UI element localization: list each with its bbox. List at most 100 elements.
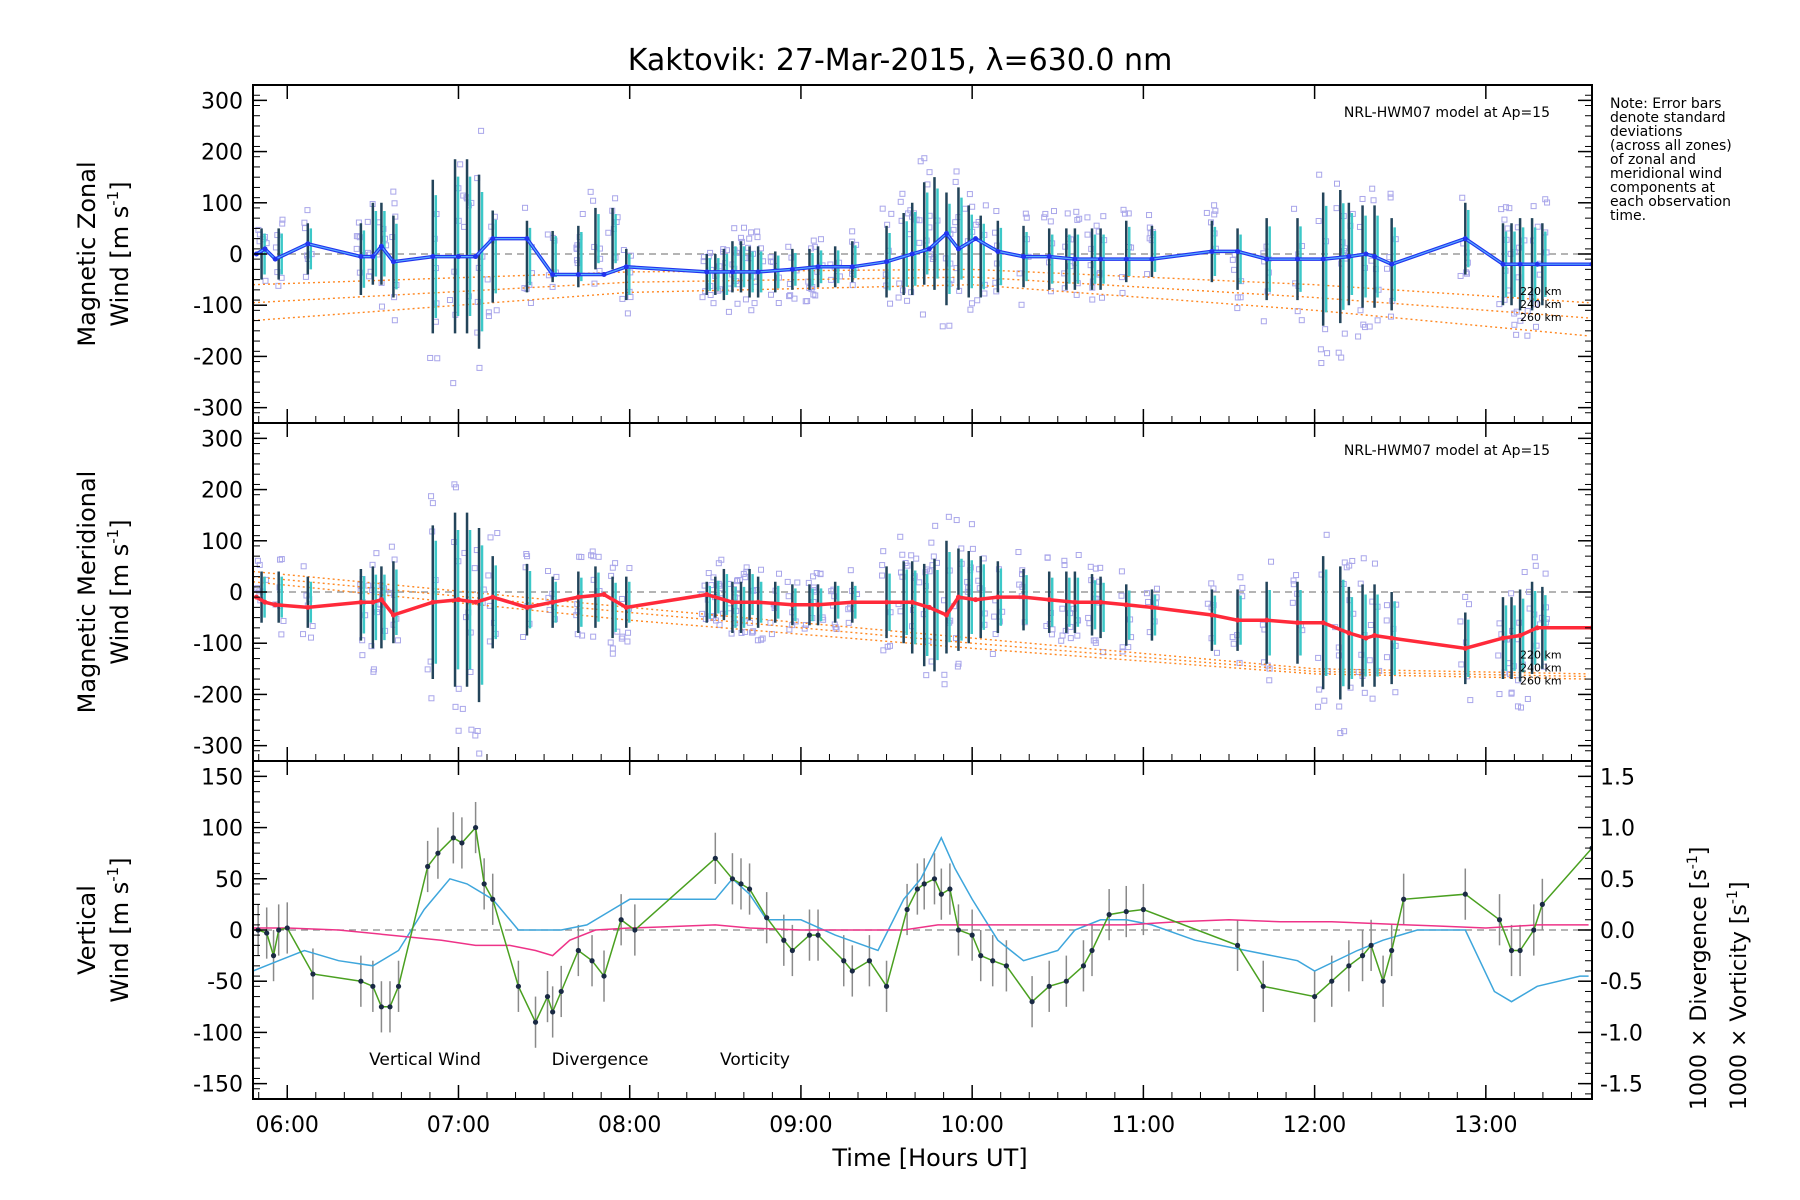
vertical-wind-point xyxy=(378,1004,385,1010)
zone-point xyxy=(590,633,597,640)
zone-point xyxy=(1259,621,1266,628)
zone-point xyxy=(279,220,286,227)
zone-point xyxy=(1337,730,1344,737)
zone-point xyxy=(468,726,475,733)
zone-point xyxy=(1508,590,1515,597)
zone-point xyxy=(952,178,959,185)
zone-point xyxy=(428,493,435,500)
zone-point xyxy=(897,608,904,615)
zone-scatter xyxy=(254,481,1550,757)
mean-wind-point xyxy=(262,599,268,605)
error-bars xyxy=(260,159,1547,349)
zone-point xyxy=(1298,317,1305,324)
zone-point xyxy=(388,543,395,550)
zone-point xyxy=(522,204,529,211)
y-axis-label-line1: Vertical xyxy=(73,885,101,975)
zone-point xyxy=(1118,274,1125,281)
zone-point xyxy=(1144,271,1151,278)
x-tick-label: 13:00 xyxy=(1454,1113,1517,1138)
y-axis-label-line1: Magnetic Meridional xyxy=(73,471,101,714)
zone-point xyxy=(767,619,774,626)
zone-point xyxy=(884,643,891,650)
zone-point xyxy=(810,237,817,244)
x-tick-label: 10:00 xyxy=(940,1113,1003,1138)
mean-wind-point xyxy=(430,254,436,260)
zone-point xyxy=(953,517,960,524)
zone-point xyxy=(969,545,976,552)
vertical-wind-point xyxy=(931,876,938,882)
mean-wind-point xyxy=(704,269,710,275)
zone-point xyxy=(1366,657,1373,664)
zone-point xyxy=(921,155,928,162)
vertical-wind-point xyxy=(1080,963,1087,969)
y-axis-label-line2: Wind [m s-1] xyxy=(104,181,134,326)
zone-point xyxy=(968,300,975,307)
zone-point xyxy=(301,219,308,226)
zone-point xyxy=(787,292,794,299)
zone-point xyxy=(1074,632,1081,639)
mean-wind-point xyxy=(1021,254,1027,260)
zone-point xyxy=(1383,602,1390,609)
right-axis-label-end: ] xyxy=(1727,882,1752,891)
zone-point xyxy=(1076,215,1083,222)
zone-point xyxy=(450,380,457,387)
zone-point xyxy=(1387,190,1394,197)
zone-point xyxy=(742,628,749,635)
mean-wind-point xyxy=(455,597,461,603)
zone-point xyxy=(1146,212,1153,219)
zone-point xyxy=(1229,256,1236,263)
zone-point xyxy=(969,203,976,210)
zone-point xyxy=(1316,686,1323,693)
zone-point xyxy=(300,563,307,570)
zone-point xyxy=(595,553,602,560)
zone-point xyxy=(845,619,852,626)
zone-point xyxy=(355,219,362,226)
mean-wind-point xyxy=(1320,620,1326,626)
zone-point xyxy=(590,197,597,204)
zone-point xyxy=(748,307,755,314)
vertical-wind-point xyxy=(712,855,718,861)
zone-point xyxy=(699,294,706,301)
zone-point xyxy=(1268,558,1275,565)
vertical-wind-point xyxy=(746,886,753,892)
mean-wind-point xyxy=(1372,633,1378,639)
panel-plot-area xyxy=(253,801,1592,1048)
vertical-wind-point xyxy=(450,835,456,841)
zone-point xyxy=(742,296,749,303)
zone-point xyxy=(276,556,283,563)
zone-point xyxy=(524,553,531,560)
zone-point xyxy=(587,188,594,195)
zone-point xyxy=(941,671,948,678)
mean-wind-point xyxy=(1372,254,1378,260)
zone-point xyxy=(1387,194,1394,201)
zone-point xyxy=(1061,557,1068,564)
zone-point xyxy=(1369,185,1376,192)
zone-point xyxy=(1336,703,1343,710)
zone-point xyxy=(609,645,616,652)
zone-point xyxy=(967,306,974,313)
vertical-wind-point xyxy=(764,915,770,921)
vertical-wind-point xyxy=(550,1009,556,1015)
zone-point xyxy=(961,205,968,212)
zone-point xyxy=(1383,617,1390,624)
zone-point xyxy=(974,297,981,304)
zone-point xyxy=(1392,689,1399,696)
zone-point xyxy=(1211,202,1218,209)
zone-point xyxy=(916,239,923,246)
zone-point xyxy=(879,572,886,579)
right-axis-label-sup: -1 xyxy=(1685,855,1701,869)
mean-wind-point xyxy=(1363,635,1369,641)
zone-point xyxy=(1349,557,1356,564)
model-label: NRL-HWM07 model at Ap=15 xyxy=(1344,105,1550,121)
zone-point xyxy=(989,650,996,657)
zone-point xyxy=(394,637,401,644)
zone-point xyxy=(754,637,761,644)
note-line: of zonal and xyxy=(1610,152,1696,168)
vertical-wind-point xyxy=(1106,912,1112,918)
y-tick-label: -100 xyxy=(193,294,243,319)
zone-point xyxy=(1532,562,1539,569)
mean-wind-point xyxy=(1123,256,1129,262)
zone-point xyxy=(895,294,902,301)
right-axis-label-sup: -1 xyxy=(1725,890,1741,904)
zone-point xyxy=(307,634,314,641)
